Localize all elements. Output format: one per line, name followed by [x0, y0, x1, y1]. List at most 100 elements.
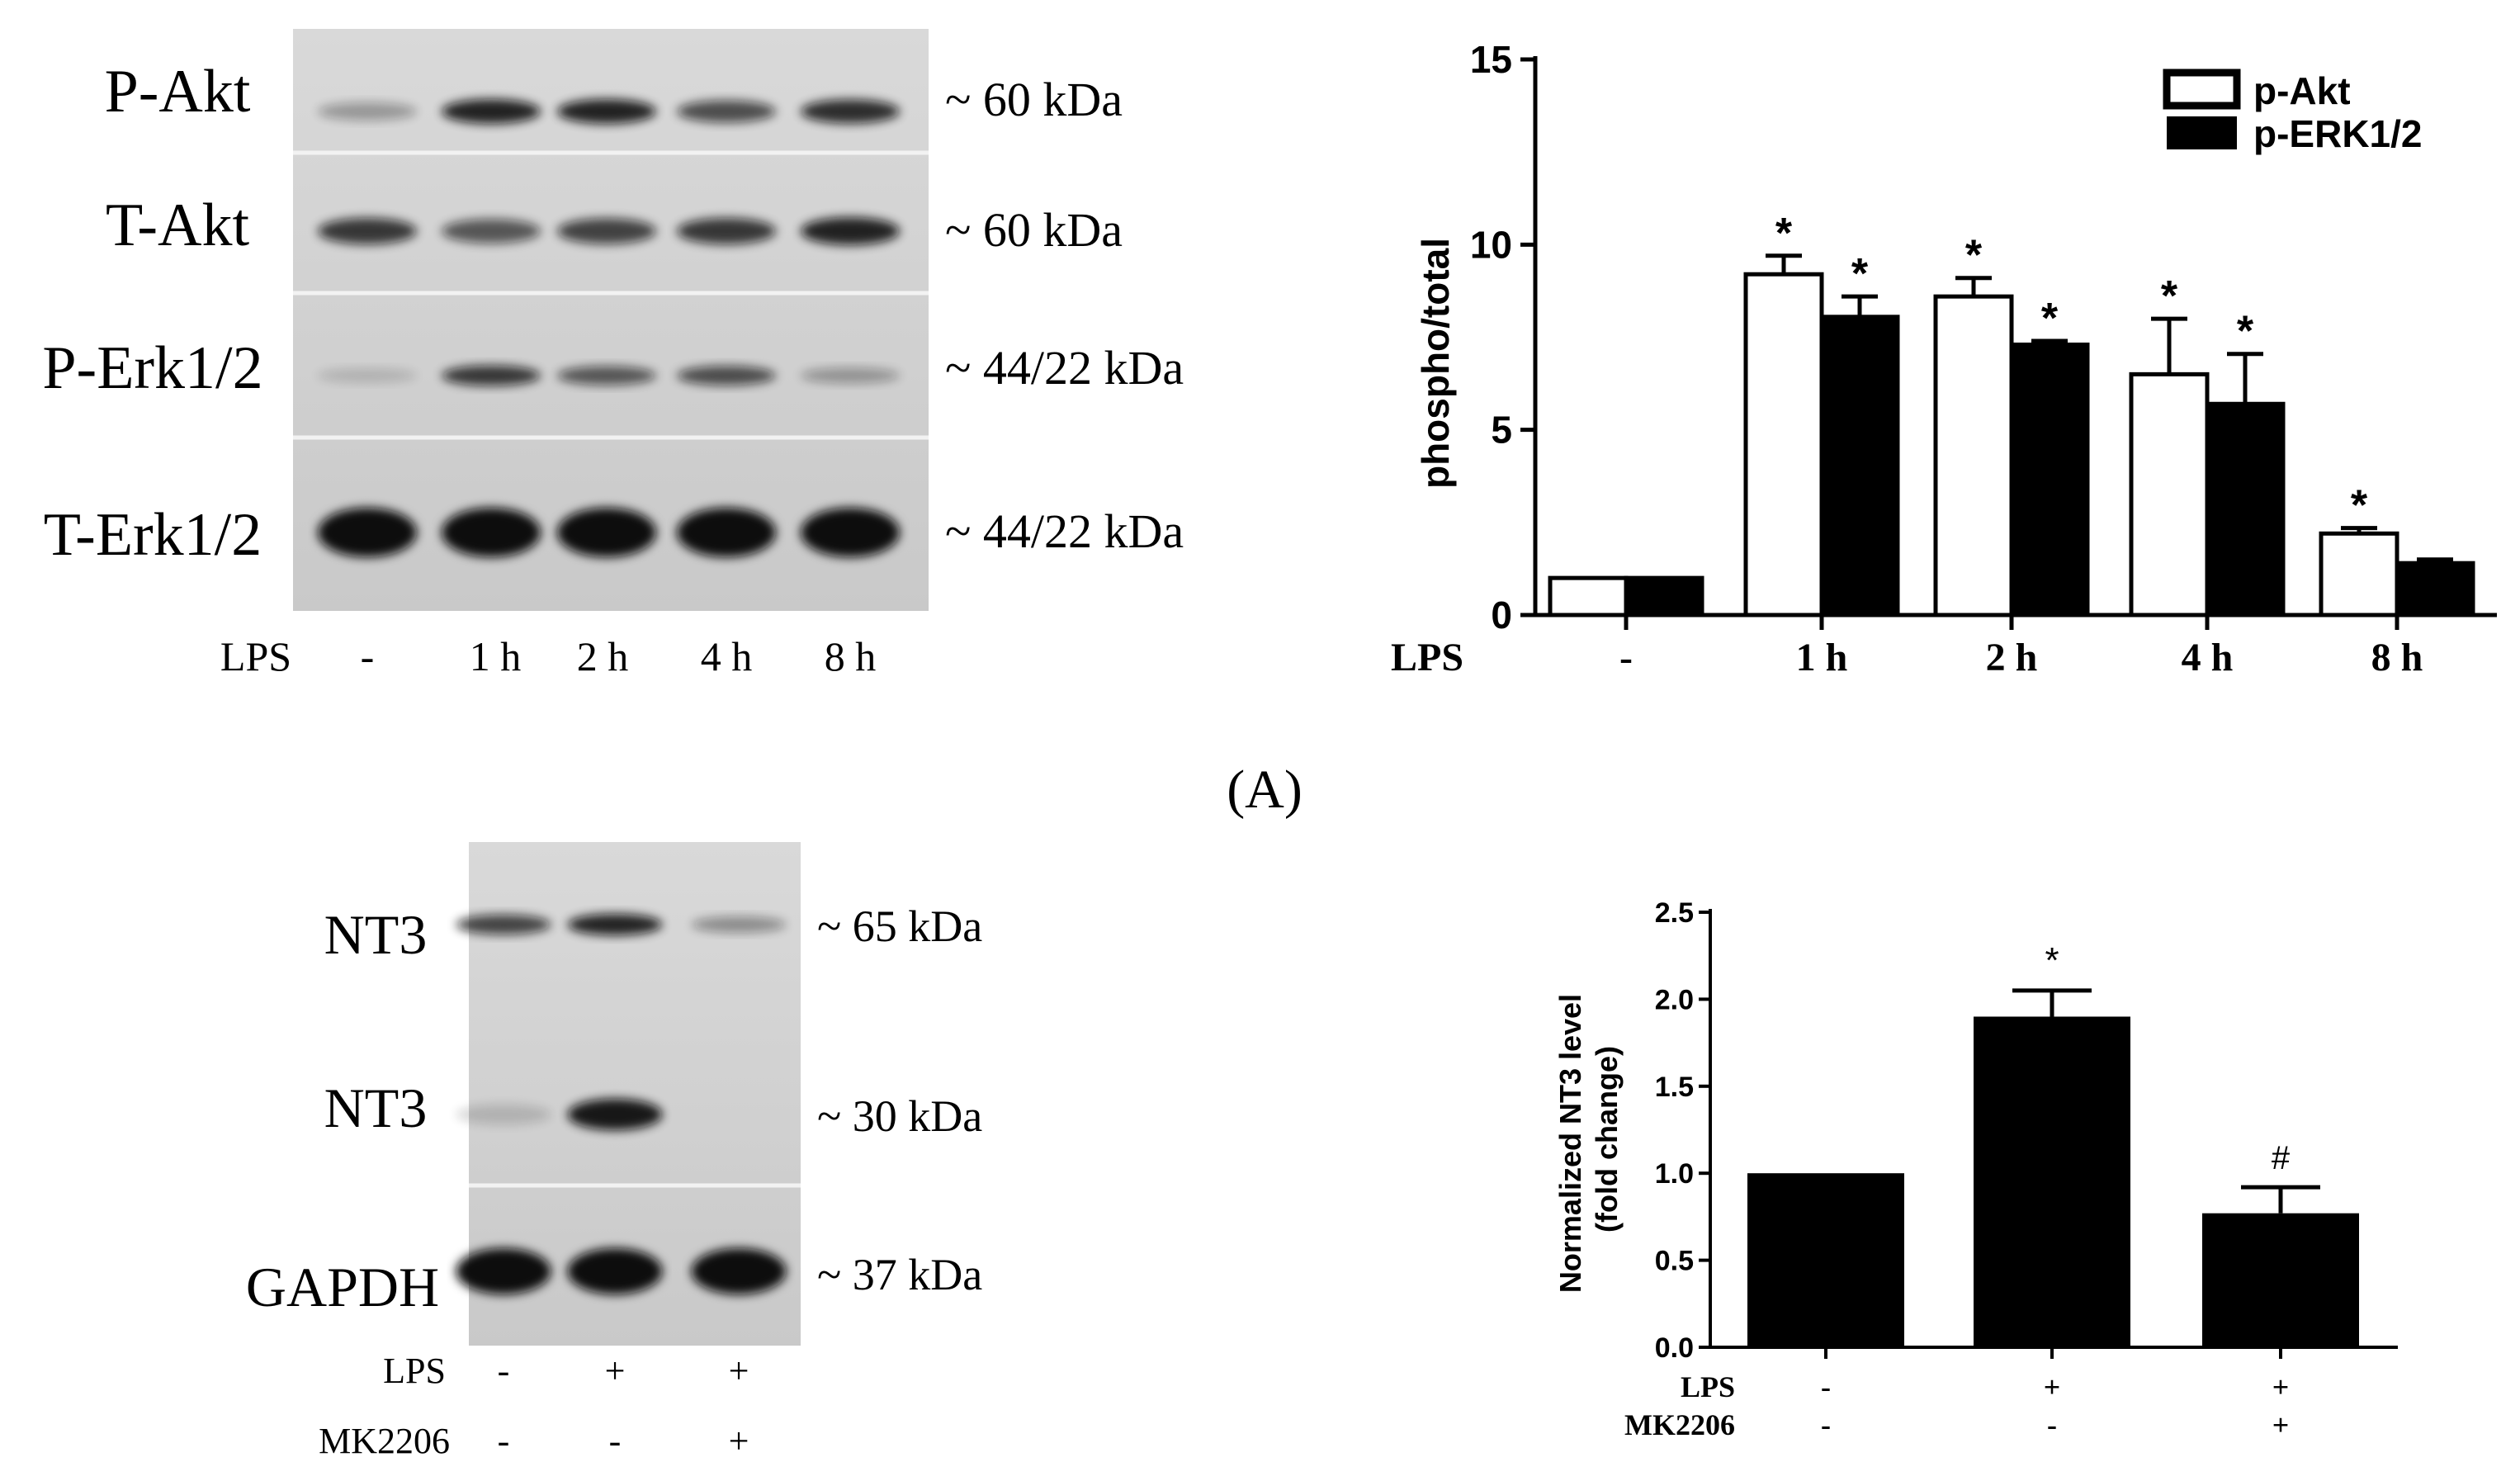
- blot-b-band-r1-l2: [567, 913, 663, 936]
- blot-b-row-label-3: GAPDH: [246, 1256, 439, 1318]
- blot-a-row-label-2: T-Akt: [106, 192, 249, 259]
- chart-b: Normalized NT3 level (fold change) LPS M…: [1553, 897, 2398, 1441]
- chart-a-xtick-label-2: 2 h: [1986, 636, 2038, 679]
- chart-b-cond-label-1: LPS: [1681, 1370, 1735, 1403]
- blot-b-cond-label-2: MK2206: [319, 1421, 450, 1461]
- chart-b-ytick-label-3: 1.5: [1655, 1072, 1694, 1103]
- chart-b-bar-3: [2202, 1213, 2359, 1347]
- blot-a-band-r4-l3: [557, 508, 656, 557]
- blot-b-cond-2-lane-2: -: [609, 1421, 622, 1461]
- blot-b-band-r3-l1: [456, 1248, 551, 1294]
- chart-a-bar-s2-c4: [2205, 401, 2286, 617]
- legend-label-p-akt: p-Akt: [2253, 69, 2351, 112]
- chart-b-sig-2: *: [2045, 940, 2059, 981]
- panel-a-caption: (A): [1227, 759, 1303, 820]
- chart-b-ytick-label-1: 0.5: [1655, 1246, 1694, 1277]
- blot-a-band-r1-l4: [677, 100, 776, 123]
- blot-a-size-3: ~ 44/22 kDa: [945, 341, 1184, 395]
- chart-a-sig-s1-c3: *: [1965, 232, 1983, 280]
- chart-a-ytick-label-2: 10: [1470, 223, 1512, 266]
- blot-a-band-r3-l1: [318, 368, 417, 383]
- blot-a-lane-1: -: [361, 633, 375, 679]
- blot-a-band-r3-l4: [677, 366, 776, 386]
- chart-a-xtick-label-4: 8 h: [2371, 636, 2423, 679]
- chart-b-cond-2-bar-3: +: [2272, 1408, 2290, 1441]
- chart-b-ytick-label-2: 1.0: [1655, 1158, 1694, 1190]
- blot-a-band-r3-l5: [801, 367, 900, 384]
- blot-a-band-r3-l2: [442, 365, 541, 386]
- blot-b-band-r3-l2: [567, 1248, 663, 1294]
- blot-a-separators: [293, 150, 929, 440]
- blot-a-band-r2-l4: [677, 218, 776, 244]
- blot-a-band-r4-l1: [318, 508, 417, 557]
- chart-a-sig-s2-c3: *: [2041, 295, 2059, 343]
- blot-b-row-label-2: NT3: [324, 1076, 428, 1139]
- chart-b-bar-1: [1747, 1173, 1904, 1347]
- chart-a-bar-s1-c3: [1933, 294, 2014, 617]
- blot-b-band-r3-l3: [691, 1248, 787, 1294]
- blot-a-band-r4-l5: [801, 508, 900, 557]
- chart-b-ylabel-line-1: Normalized NT3 level: [1553, 994, 1587, 1293]
- blot-b: NT3 NT3 GAPDH ~ 65 kDa ~ 30 kDa ~ 37 kDa…: [246, 842, 982, 1461]
- chart-a-sig-s2-c2: *: [1851, 250, 1869, 298]
- chart-a-bar-s2-c3: [2009, 342, 2090, 617]
- chart-a-sig-s1-c4: *: [2161, 272, 2178, 320]
- chart-b-cond-2-bar-2: -: [2047, 1408, 2057, 1441]
- blot-a-band-r4-l2: [442, 508, 541, 557]
- blot-a-condition-label: LPS: [220, 633, 291, 679]
- blot-b-cond-label-1: LPS: [383, 1351, 446, 1391]
- blot-a-lane-4: 4 h: [701, 633, 753, 679]
- blot-a: P-Akt T-Akt P-Erk1/2 T-Erk1/2 ~ 60 kDa ~…: [42, 29, 1184, 679]
- blot-a-lane-2: 1 h: [470, 633, 522, 679]
- chart-a-bar-s1-c4: [2129, 371, 2210, 617]
- chart-b-ylabel-line-2: (fold change): [1590, 1046, 1624, 1233]
- blot-a-band-r4-l4: [677, 508, 776, 557]
- chart-b-cond-label-2: MK2206: [1624, 1408, 1735, 1441]
- chart-a-bar-s2-c2: [1819, 315, 1900, 617]
- chart-b-bar-2: [1974, 1016, 2130, 1347]
- blot-a-band-r1-l5: [801, 99, 900, 124]
- blot-a-lane-3: 2 h: [577, 633, 629, 679]
- chart-a-bar-s1-c2: [1743, 272, 1824, 617]
- chart-b-sig-3: #: [2272, 1140, 2291, 1176]
- blot-b-band-r2-l1: [456, 1104, 551, 1125]
- blot-a-row-label-1: P-Akt: [105, 58, 251, 125]
- chart-b-ytick-label-5: 2.5: [1655, 897, 1694, 929]
- chart-a-ytick-label-3: 15: [1470, 38, 1512, 81]
- chart-b-cond-1-bar-1: -: [1821, 1370, 1831, 1403]
- chart-a-sig-s1-c2: *: [1775, 210, 1793, 258]
- blot-b-band-r2-l2: [567, 1098, 663, 1131]
- blot-a-band-r2-l5: [801, 217, 900, 245]
- blot-a-bands: [318, 99, 900, 557]
- legend-swatch-p-erk: [2167, 116, 2237, 149]
- blot-b-cond-2-lane-3: +: [729, 1421, 749, 1461]
- blot-a-row-label-4: T-Erk1/2: [44, 501, 262, 569]
- chart-a-xtick-label-1: 1 h: [1796, 636, 1848, 679]
- blot-b-band-r1-l1: [456, 914, 551, 935]
- blot-a-size-4: ~ 44/22 kDa: [945, 504, 1184, 558]
- blot-b-bands: [456, 913, 787, 1294]
- blot-a-band-r1-l3: [557, 99, 656, 124]
- blot-a-row-label-3: P-Erk1/2: [42, 334, 262, 402]
- chart-b-cond-2-bar-1: -: [1821, 1408, 1831, 1441]
- chart-a-bar-s2-c1: [1624, 575, 1704, 617]
- chart-a-xtick-label-3: 4 h: [2182, 636, 2234, 679]
- chart-b-ylabel: Normalized NT3 level (fold change): [1553, 986, 1624, 1293]
- chart-a-sig-s2-c4: *: [2237, 308, 2254, 356]
- chart-a-bar-s2-c5: [2395, 561, 2475, 617]
- chart-a-ytick-label-0: 0: [1491, 594, 1512, 636]
- chart-b-ytick-label-0: 0.0: [1655, 1332, 1694, 1364]
- blot-b-cond-1-lane-3: +: [729, 1351, 749, 1391]
- legend-swatch-p-akt: [2163, 69, 2241, 110]
- blot-a-band-r3-l3: [557, 366, 656, 386]
- chart-a-bar-s1-c5: [2319, 531, 2399, 617]
- chart-a: phospho/total LPS p-Akt p-ERK1/2 0 5 10 15 -…: [1391, 38, 2497, 679]
- blot-a-lane-5: 8 h: [825, 633, 877, 679]
- blot-b-size-1: ~ 65 kDa: [817, 901, 982, 951]
- chart-a-legend: p-Akt p-ERK1/2: [2163, 69, 2422, 155]
- chart-a-ytick-label-1: 5: [1491, 409, 1512, 452]
- chart-a-bar-s1-c1: [1548, 575, 1629, 617]
- chart-b-cond-1-bar-3: +: [2272, 1370, 2290, 1403]
- blot-a-size-1: ~ 60 kDa: [945, 73, 1123, 126]
